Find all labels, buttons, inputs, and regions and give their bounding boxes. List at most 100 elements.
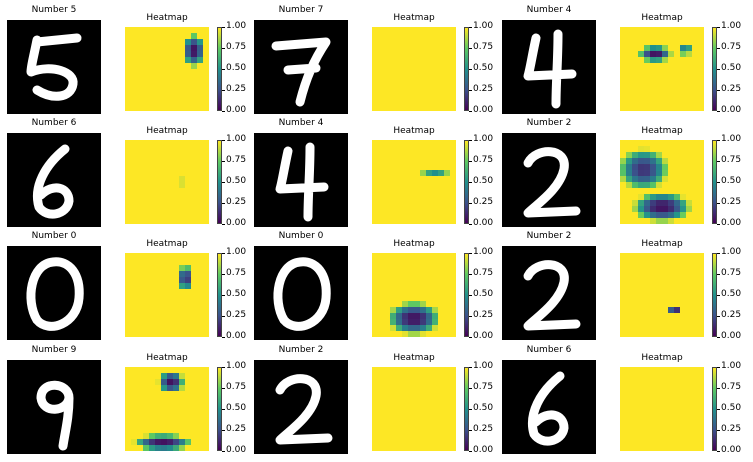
heatmap-cell xyxy=(408,200,415,207)
heatmap-cell xyxy=(191,170,198,177)
heatmap-cell xyxy=(378,182,385,189)
heatmap-cell xyxy=(632,403,639,410)
heatmap-cell xyxy=(378,27,385,34)
heatmap-cell xyxy=(396,277,403,284)
heatmap-cell xyxy=(191,325,198,332)
heatmap-cell xyxy=(632,51,639,58)
heatmap-cell xyxy=(432,206,439,213)
heatmap-cell xyxy=(161,81,168,88)
heatmap-cell xyxy=(408,164,415,171)
heatmap-cell xyxy=(185,164,192,171)
heatmap-cell xyxy=(167,313,174,320)
heatmap-cell xyxy=(137,277,144,284)
digit-glyph xyxy=(523,29,577,109)
heatmap-cell xyxy=(620,445,627,451)
digit-image xyxy=(502,246,596,340)
heatmap-cell xyxy=(680,403,687,410)
heatmap-cell xyxy=(378,427,385,434)
heatmap-cell xyxy=(656,373,663,380)
colorbar xyxy=(712,27,717,111)
heatmap-cell xyxy=(149,218,156,224)
heatmap-cell xyxy=(197,87,204,94)
heatmap-cell xyxy=(191,427,198,434)
heatmap-cell xyxy=(692,87,699,94)
heatmap-cell xyxy=(408,253,415,260)
heatmap-cell xyxy=(692,295,699,302)
heatmap-cell xyxy=(414,63,421,70)
heatmap-cell xyxy=(650,379,657,386)
heatmap-cell xyxy=(125,313,132,320)
heatmap-cell xyxy=(408,146,415,153)
heatmap-cell xyxy=(426,140,433,147)
heatmap-cell xyxy=(638,140,645,147)
heatmap-cell xyxy=(137,200,144,207)
heatmap-cell xyxy=(203,206,209,213)
heatmap-cell xyxy=(161,277,168,284)
heatmap-cell xyxy=(668,206,675,213)
heatmap-cell xyxy=(644,75,651,82)
heatmap-cell xyxy=(155,218,162,224)
heatmap-cell xyxy=(396,391,403,398)
heatmap-cell xyxy=(620,259,627,266)
heatmap-cell xyxy=(686,45,693,52)
heatmap-cell xyxy=(167,391,174,398)
heatmap-cell xyxy=(402,87,409,94)
heatmap-cell xyxy=(372,75,379,82)
heatmap-cell xyxy=(620,397,627,404)
heatmap-cell xyxy=(686,188,693,195)
colorbar-tickmark xyxy=(717,90,720,91)
heatmap-cell xyxy=(656,39,663,46)
heatmap-cell xyxy=(161,33,168,40)
heatmap-cell xyxy=(438,259,445,266)
heatmap-cell xyxy=(638,206,645,213)
heatmap-cell xyxy=(384,146,391,153)
heatmap-cell xyxy=(167,69,174,76)
heatmap-cell xyxy=(638,367,645,374)
heatmap-cell xyxy=(662,367,669,374)
heatmap-cell xyxy=(650,93,657,100)
heatmap-cell xyxy=(438,75,445,82)
heatmap-cell xyxy=(131,81,138,88)
heatmap-cell xyxy=(173,367,180,374)
heatmap-cell xyxy=(131,253,138,260)
heatmap-cell xyxy=(414,140,421,147)
heatmap-cell xyxy=(185,307,192,314)
heatmap-cell xyxy=(674,253,681,260)
heatmap-cell xyxy=(420,385,427,392)
heatmap-cell xyxy=(197,170,204,177)
heatmap-cell xyxy=(638,253,645,260)
heatmap-cell xyxy=(450,391,456,398)
heatmap-cell xyxy=(143,331,150,337)
heatmap-cell xyxy=(420,57,427,64)
heatmap-cell xyxy=(137,57,144,64)
heatmap-cell xyxy=(137,69,144,76)
heatmap-cell xyxy=(698,409,704,416)
heatmap-cell xyxy=(203,140,209,147)
heatmap-cell xyxy=(432,75,439,82)
heatmap-cell xyxy=(626,331,633,337)
heatmap-cell xyxy=(426,146,433,153)
heatmap-cell xyxy=(161,427,168,434)
heatmap-cell xyxy=(143,39,150,46)
heatmap-cell xyxy=(396,33,403,40)
heatmap-cell xyxy=(420,212,427,219)
heatmap-cell xyxy=(384,164,391,171)
heatmap-cell xyxy=(620,69,627,76)
heatmap-cell xyxy=(438,182,445,189)
heatmap-cell xyxy=(131,33,138,40)
heatmap-cell xyxy=(438,176,445,183)
heatmap-cell xyxy=(686,146,693,153)
heatmap-cell xyxy=(420,188,427,195)
heatmap-cell xyxy=(698,212,704,219)
heatmap-cell xyxy=(414,99,421,106)
heatmap-cell xyxy=(680,379,687,386)
heatmap-cell xyxy=(167,307,174,314)
heatmap-cell xyxy=(390,421,397,428)
colorbar-tick-label: 0.25 xyxy=(473,310,494,320)
heatmap-cell xyxy=(438,385,445,392)
heatmap-cell xyxy=(408,170,415,177)
heatmap-cell xyxy=(396,325,403,332)
heatmap-cell xyxy=(173,379,180,386)
colorbar-tick-label: 1.00 xyxy=(226,21,247,31)
heatmap-cell xyxy=(656,403,663,410)
